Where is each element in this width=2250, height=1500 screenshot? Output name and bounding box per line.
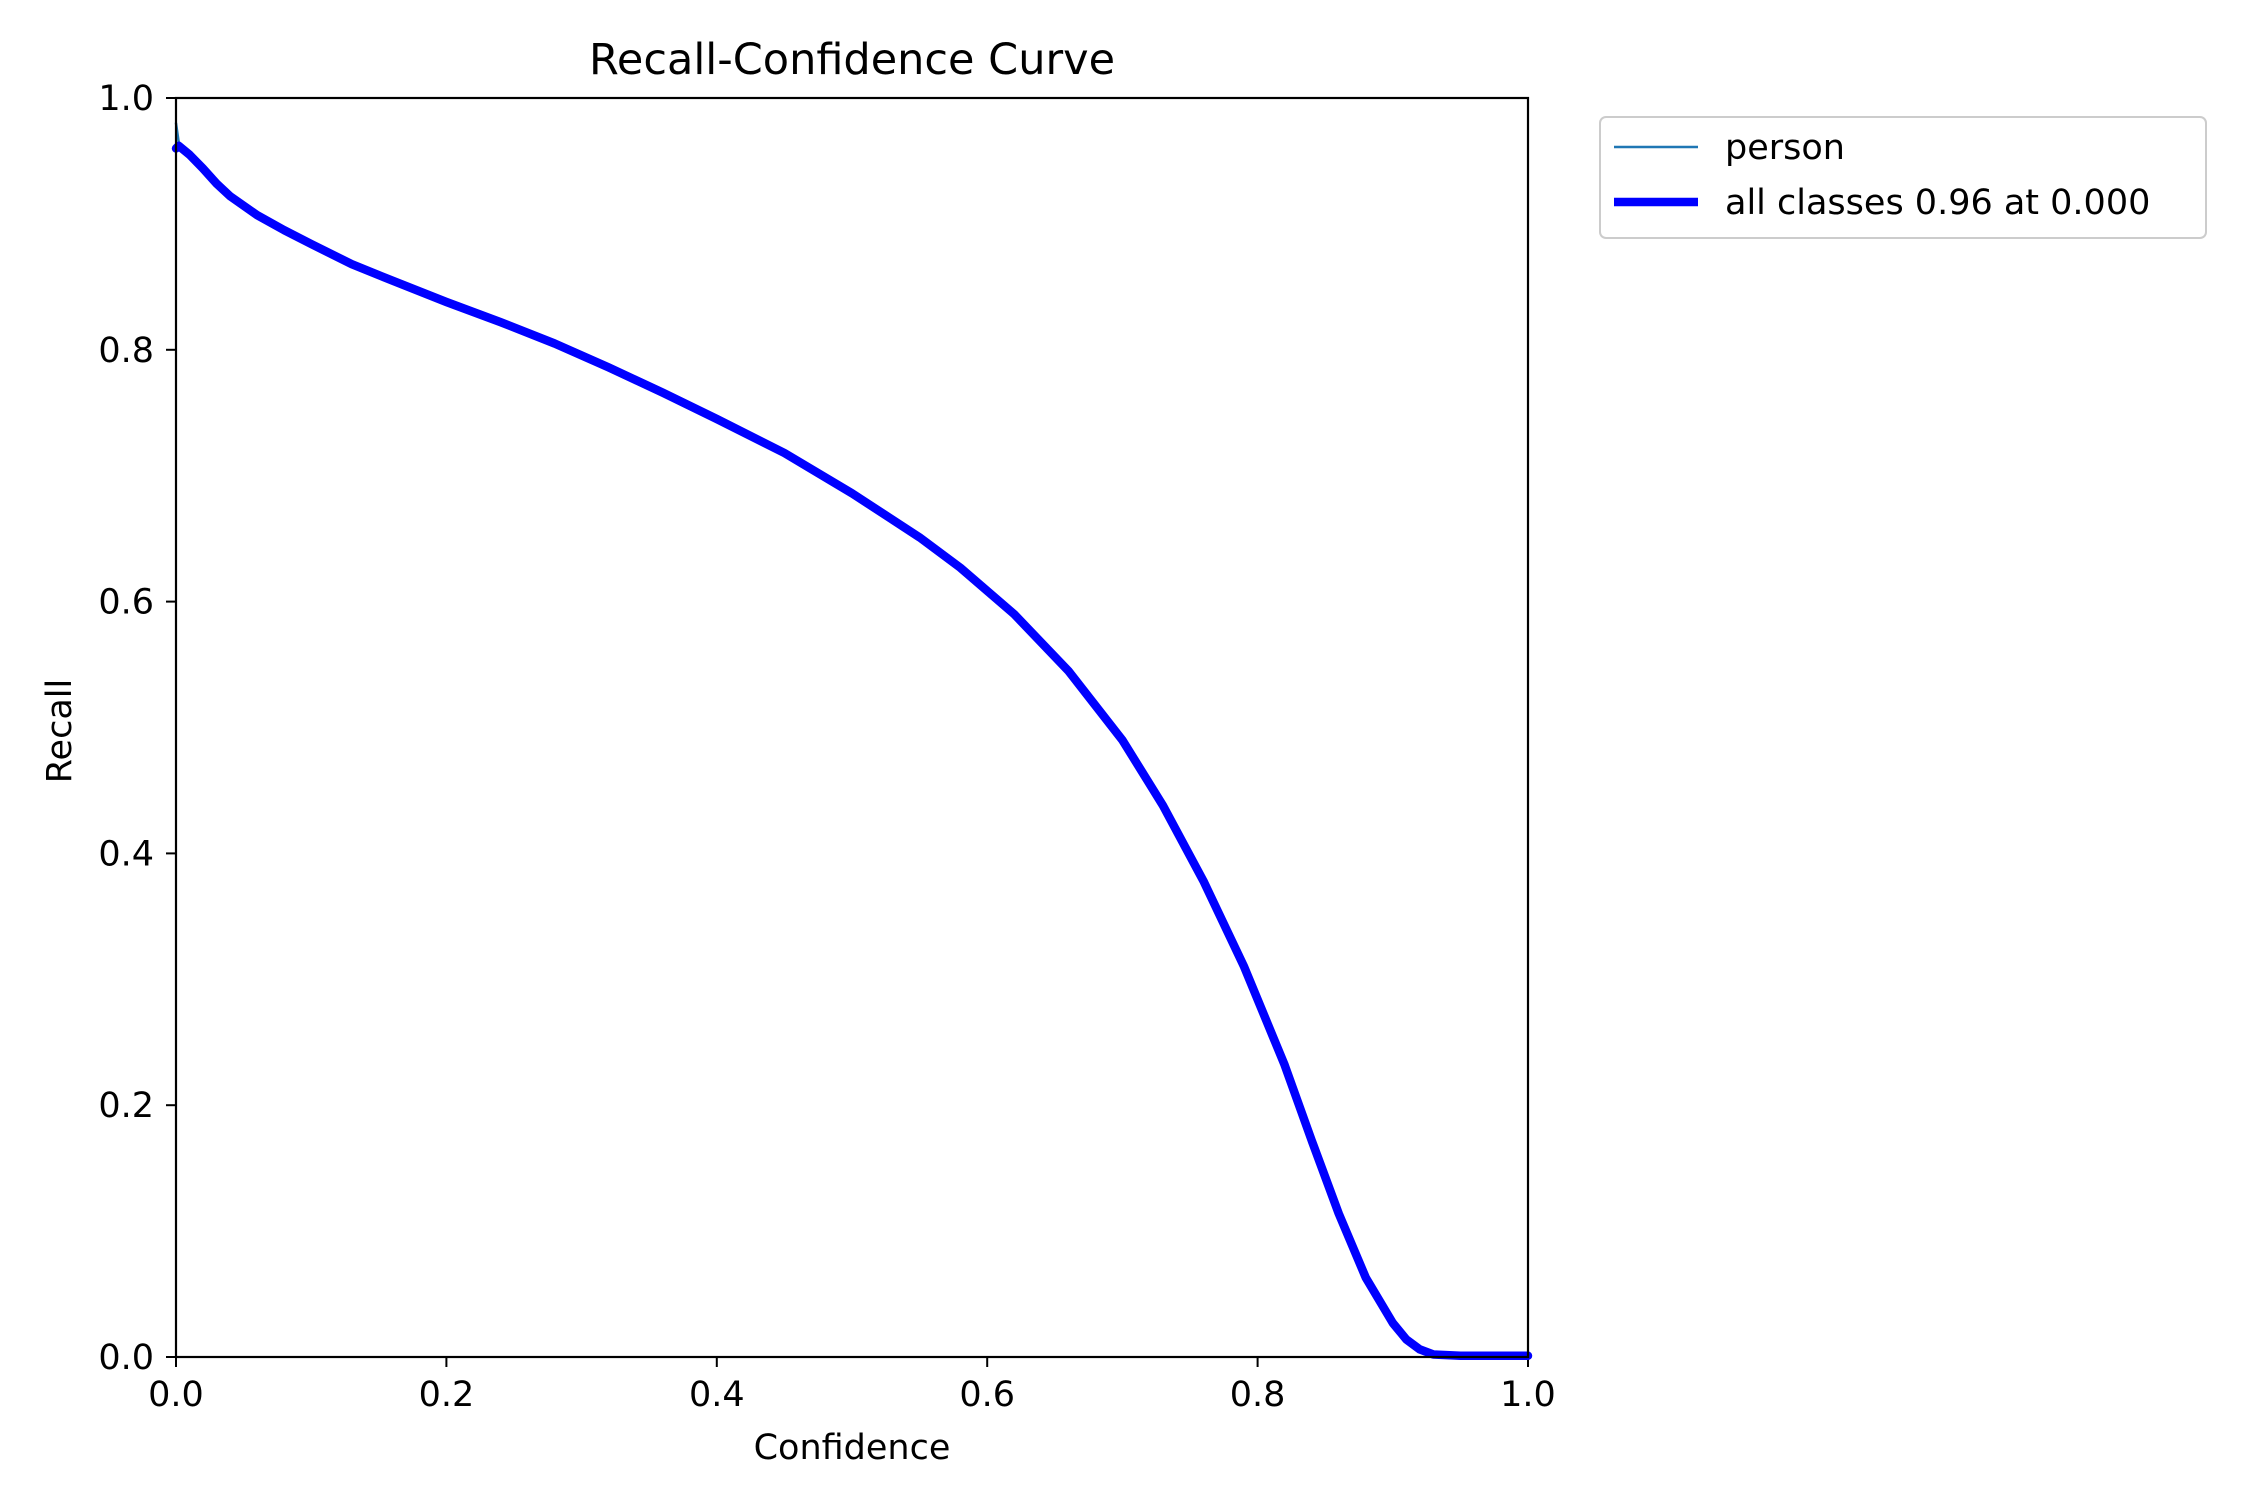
legend-box (1599, 116, 2207, 239)
y-axis-label: Recall (40, 679, 80, 783)
x-tick-label: 1.0 (1500, 1375, 1556, 1415)
x-tick-label: 0.4 (689, 1375, 745, 1415)
x-axis-label: Confidence (754, 1428, 951, 1468)
x-tick-label: 0.0 (148, 1375, 204, 1415)
y-tick-label: 0.8 (98, 331, 154, 371)
x-tick-label: 0.8 (1230, 1375, 1286, 1415)
axis-ticks: 0.0 0.2 0.4 0.6 0.8 1.0 0.0 0.2 0.4 0.6 0.8 1.0 (98, 79, 1556, 1415)
x-tick-label: 0.2 (419, 1375, 475, 1415)
y-tick-label: 0.2 (98, 1086, 154, 1126)
y-tick-label: 0.4 (98, 834, 154, 874)
series-line-all-classes (171, 141, 1533, 1360)
plot-area: 0.0 0.2 0.4 0.6 0.8 1.0 0.0 0.2 0.4 0.6 0.8 1.0 (98, 79, 1556, 1415)
y-tick-label: 0.6 (98, 583, 154, 623)
axes-frame (174, 96, 1530, 1359)
y-tick-label: 1.0 (98, 79, 154, 119)
legend: person all classes 0.96 at 0.000 (1599, 116, 2207, 239)
series-layer (171, 121, 1533, 1360)
legend-label-person: person (1725, 128, 1845, 168)
chart-title: Recall-Confidence Curve (589, 35, 1115, 85)
legend-label-all-classes: all classes 0.96 at 0.000 (1725, 183, 2150, 223)
x-tick-label: 0.6 (959, 1375, 1015, 1415)
y-tick-label: 0.0 (98, 1338, 154, 1378)
